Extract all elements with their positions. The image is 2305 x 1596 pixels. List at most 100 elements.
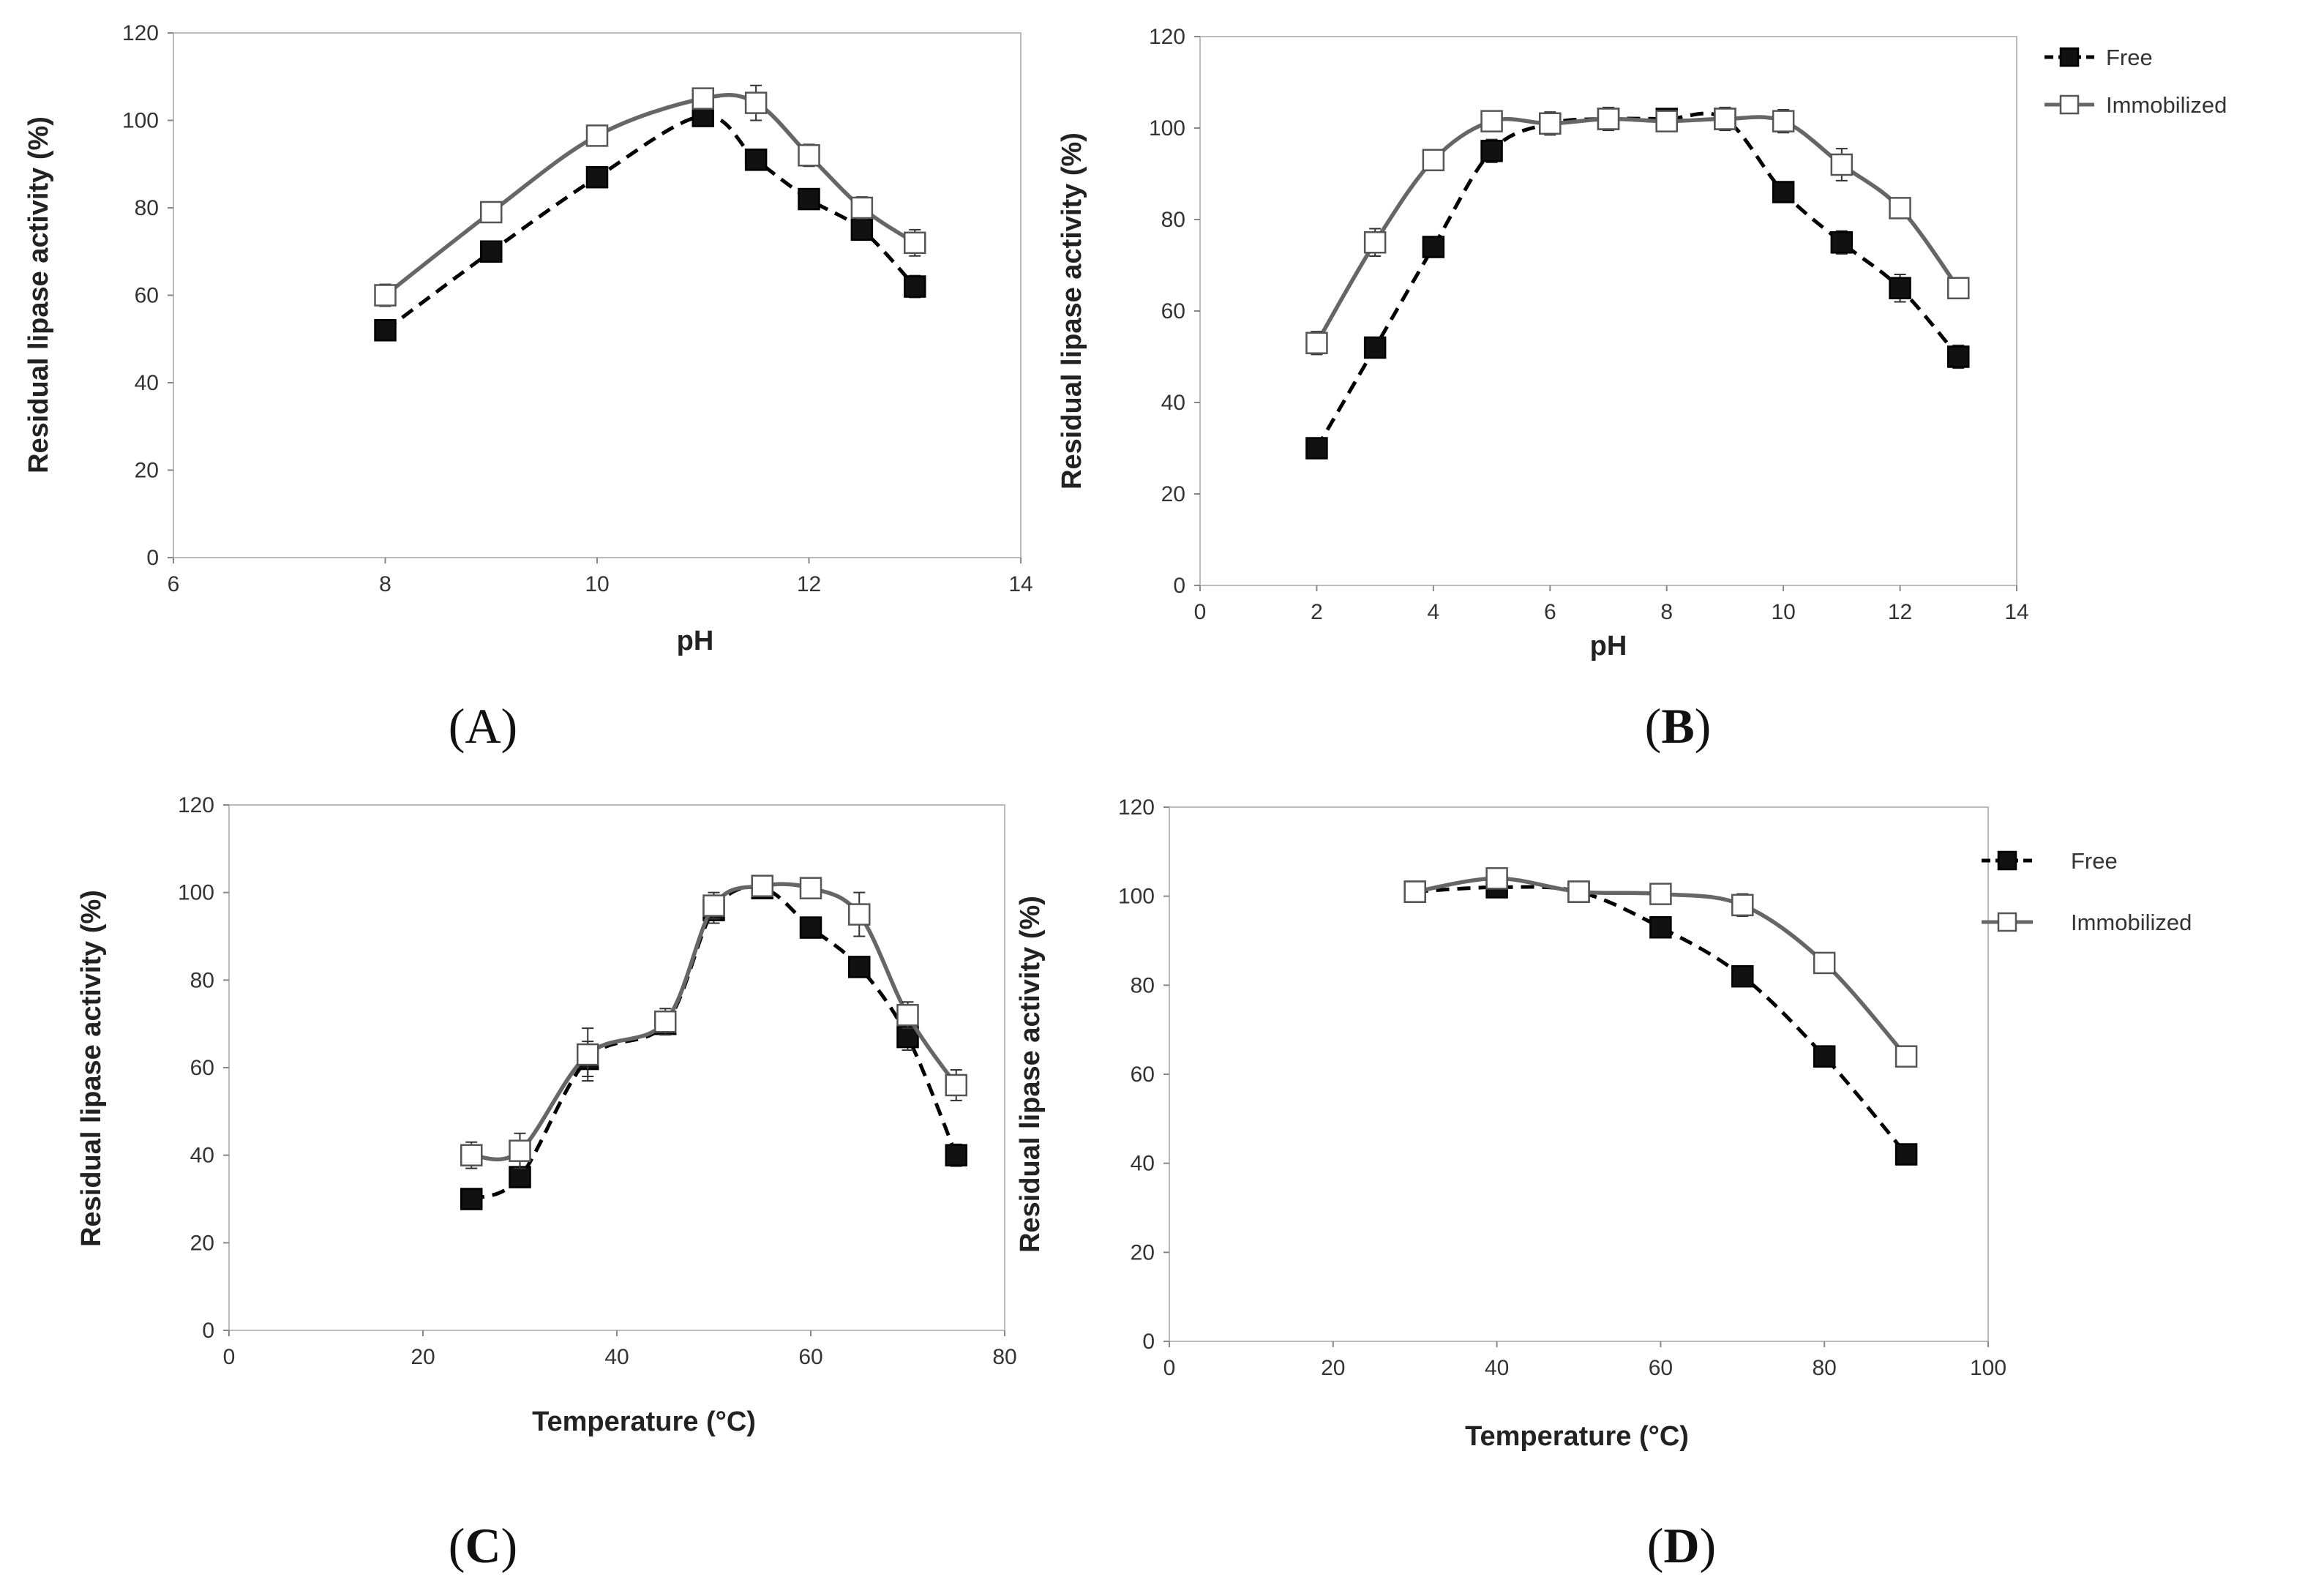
data-point-immobilized bbox=[1731, 893, 1754, 917]
x-tick-label: 60 bbox=[1649, 1356, 1673, 1380]
data-point-immobilized bbox=[1539, 112, 1562, 135]
panel-label-b: (B) bbox=[1645, 698, 1712, 754]
x-tick-label: 14 bbox=[1008, 572, 1032, 596]
y-tick-label: 20 bbox=[1131, 1240, 1155, 1265]
y-tick-label: 40 bbox=[1161, 391, 1185, 415]
y-tick-label: 60 bbox=[1161, 299, 1185, 323]
x-tick-label: 8 bbox=[379, 572, 391, 596]
data-point-immobilized bbox=[1947, 277, 1970, 299]
y-tick-label: 20 bbox=[1161, 482, 1185, 506]
y-tick-label: 60 bbox=[135, 284, 159, 308]
series-immobilized bbox=[374, 84, 926, 307]
data-point-immobilized bbox=[1403, 880, 1426, 903]
series-line-immobilized bbox=[471, 882, 959, 1162]
data-point-immobilized bbox=[848, 903, 871, 926]
legend-marker-immobilized bbox=[2059, 94, 2080, 115]
y-tick-label: 100 bbox=[1149, 116, 1185, 141]
legend-label-immobilized: Immobilized bbox=[2071, 910, 2192, 935]
data-point-immobilized bbox=[1655, 110, 1678, 132]
y-tick-label: 100 bbox=[178, 881, 214, 905]
y-tick-label: 60 bbox=[190, 1056, 214, 1080]
legend: Free Immobilized bbox=[1982, 848, 2192, 935]
y-tick-label: 120 bbox=[1149, 25, 1185, 49]
data-point-immobilized bbox=[945, 1074, 967, 1097]
data-point-immobilized bbox=[744, 91, 768, 114]
data-point-free bbox=[945, 1144, 967, 1166]
data-point-free bbox=[1649, 916, 1672, 939]
y-tick-label: 0 bbox=[1142, 1330, 1155, 1354]
data-point-free bbox=[1731, 964, 1754, 988]
data-point-immobilized bbox=[480, 201, 503, 224]
y-tick-label: 80 bbox=[190, 968, 214, 992]
data-point-immobilized bbox=[1889, 197, 1911, 220]
y-axis-title: Residual lipase activity (%) bbox=[1057, 132, 1087, 490]
data-point-free bbox=[1813, 1045, 1836, 1068]
y-tick-label: 0 bbox=[146, 546, 159, 570]
x-tick-label: 2 bbox=[1311, 600, 1323, 624]
x-tick-label: 80 bbox=[1813, 1356, 1837, 1380]
legend-marker-immobilized bbox=[1997, 912, 2017, 932]
data-point-free bbox=[848, 956, 871, 978]
x-tick-label: 10 bbox=[585, 572, 609, 596]
data-point-immobilized bbox=[1894, 1045, 1918, 1068]
data-point-immobilized bbox=[1305, 331, 1328, 354]
series-line-immobilized bbox=[1315, 115, 1960, 345]
data-point-immobilized bbox=[1772, 110, 1795, 132]
data-point-immobilized bbox=[1830, 153, 1854, 176]
y-tick-label: 40 bbox=[190, 1144, 214, 1168]
y-tick-label: 80 bbox=[135, 196, 159, 220]
data-point-free bbox=[744, 149, 768, 171]
x-axis-title: pH bbox=[1590, 631, 1627, 662]
y-tick-label: 100 bbox=[122, 109, 159, 133]
data-point-free bbox=[1772, 181, 1795, 203]
data-point-free bbox=[480, 240, 503, 263]
data-point-free bbox=[1894, 1143, 1918, 1166]
panel-label-d: (D) bbox=[1647, 1518, 1716, 1573]
x-tick-label: 10 bbox=[1771, 600, 1795, 624]
x-tick-label: 0 bbox=[1163, 1356, 1176, 1380]
y-tick-label: 60 bbox=[1131, 1063, 1155, 1087]
data-point-free bbox=[460, 1188, 483, 1210]
x-axis-title: pH bbox=[677, 626, 714, 656]
x-tick-label: 8 bbox=[1660, 600, 1673, 624]
data-point-immobilized bbox=[904, 231, 926, 255]
chart-panel-b: 0 20 40 60 80 100 120 0 2 4 6 8 10 12 14 pH Residual lip… bbox=[1057, 25, 2227, 662]
x-tick-label: 80 bbox=[992, 1345, 1016, 1369]
data-point-immobilized bbox=[692, 87, 714, 110]
y-axis-title: Residual lipase activity (%) bbox=[76, 890, 107, 1247]
panel-label-c: (C) bbox=[449, 1518, 517, 1573]
data-point-immobilized bbox=[654, 1010, 677, 1033]
data-point-free bbox=[1480, 140, 1503, 162]
data-point-free bbox=[799, 916, 822, 939]
x-tick-label: 4 bbox=[1428, 600, 1440, 624]
panel-label-a: (A) bbox=[449, 698, 517, 754]
data-point-free bbox=[509, 1166, 531, 1188]
y-tick-label: 0 bbox=[1173, 574, 1185, 598]
data-point-immobilized bbox=[1649, 883, 1672, 905]
x-axis-title: Temperature (°C) bbox=[532, 1406, 756, 1437]
data-point-free bbox=[1305, 437, 1328, 460]
data-point-free bbox=[798, 187, 820, 211]
legend-marker-free bbox=[1997, 850, 2017, 871]
x-tick-label: 40 bbox=[1485, 1356, 1509, 1380]
data-point-immobilized bbox=[850, 196, 874, 220]
data-point-immobilized bbox=[1485, 867, 1508, 890]
data-point-immobilized bbox=[1480, 110, 1503, 132]
data-point-free bbox=[1830, 231, 1854, 254]
data-point-free bbox=[1363, 336, 1387, 359]
x-tick-label: 20 bbox=[1321, 1356, 1345, 1380]
x-tick-label: 12 bbox=[797, 572, 821, 596]
data-point-immobilized bbox=[509, 1139, 531, 1162]
y-tick-label: 120 bbox=[122, 21, 159, 45]
chart-panel-c: 0 20 40 60 80 100 120 0 20 40 60 80 Temperature (°C)… bbox=[76, 793, 1017, 1437]
data-point-immobilized bbox=[1363, 231, 1387, 254]
x-tick-label: 60 bbox=[798, 1345, 822, 1369]
data-point-immobilized bbox=[1567, 880, 1590, 903]
series-line-free bbox=[471, 885, 959, 1201]
x-tick-label: 6 bbox=[1544, 600, 1556, 624]
y-axis-title: Residual lipase activity (%) bbox=[1015, 896, 1046, 1253]
chart-panel-d: 0 20 40 60 80 100 120 0 20 40 60 80 100 Temperature (… bbox=[1015, 795, 2192, 1452]
legend: Free Immobilized bbox=[2044, 45, 2227, 118]
data-point-immobilized bbox=[1422, 149, 1445, 171]
